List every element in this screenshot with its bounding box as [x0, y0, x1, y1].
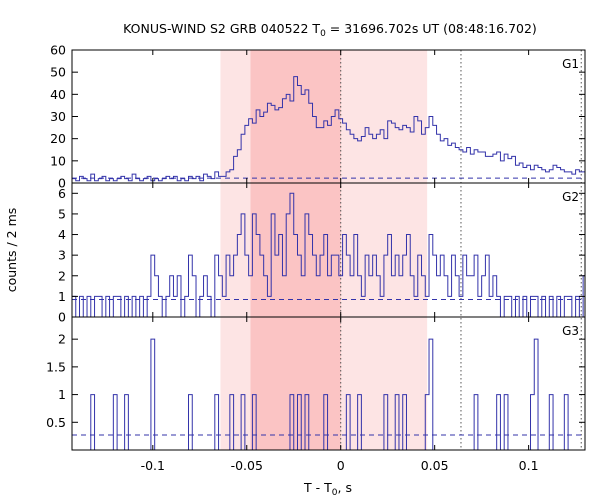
y-tick-label-g1: 40	[50, 87, 66, 102]
panel-frames: G1 G2 G3	[71, 49, 586, 451]
y-tick-label-g2: 0	[58, 310, 66, 325]
y-tick-label-g1: 20	[50, 131, 66, 146]
y-tick-label-g2: 3	[58, 248, 66, 263]
y-tick-label-g1: 0	[58, 176, 66, 191]
y-tick-label-g2: 2	[58, 268, 66, 283]
axis-ticks: 0 10 20 30 40 50 60 0 1 2 3 4 5 6 0.5 1 1.5 2 -0.1 -0.05 0 0.…	[46, 43, 585, 473]
y-tick-label-g3: 0.5	[46, 415, 66, 430]
shaded-region-2	[250, 50, 341, 450]
y-tick-label-g3: 2	[58, 332, 66, 347]
panel-label-g1: G1	[562, 57, 579, 71]
chart-title: KONUS-WIND S2 GRB 040522 T0 = 31696.702s…	[123, 21, 537, 39]
histogram-g1	[72, 76, 585, 182]
y-tick-label-g3: 1	[58, 387, 66, 402]
labels: KONUS-WIND S2 GRB 040522 T0 = 31696.702s…	[4, 21, 537, 498]
y-tick-label-g1: 50	[50, 65, 66, 80]
x-tick-label: -0.05	[231, 458, 263, 473]
y-tick-label-g2: 5	[58, 206, 66, 221]
panel-label-g2: G2	[562, 190, 579, 204]
y-tick-label-g2: 4	[58, 227, 66, 242]
y-tick-label-g2: 1	[58, 289, 66, 304]
vertical-markers	[340, 50, 582, 450]
x-tick-label: 0	[337, 458, 345, 473]
shaded-regions	[220, 50, 428, 450]
panel-frame-g3	[71, 316, 586, 451]
x-tick-label: -0.1	[141, 458, 165, 473]
y-tick-label-g2: 6	[58, 186, 66, 201]
histogram-g2	[72, 192, 585, 318]
y-tick-label-g1: 30	[50, 109, 66, 124]
y-tick-label-g3: 1.5	[46, 359, 66, 374]
x-axis-label: T - T0, s	[303, 480, 352, 498]
y-tick-label-g1: 60	[50, 43, 66, 58]
panel-label-g3: G3	[562, 324, 579, 338]
y-tick-label-g1: 10	[50, 153, 66, 168]
x-tick-label: 0.05	[421, 458, 449, 473]
x-tick-label: 0.1	[519, 458, 539, 473]
y-axis-label: counts / 2 ms	[4, 208, 19, 293]
